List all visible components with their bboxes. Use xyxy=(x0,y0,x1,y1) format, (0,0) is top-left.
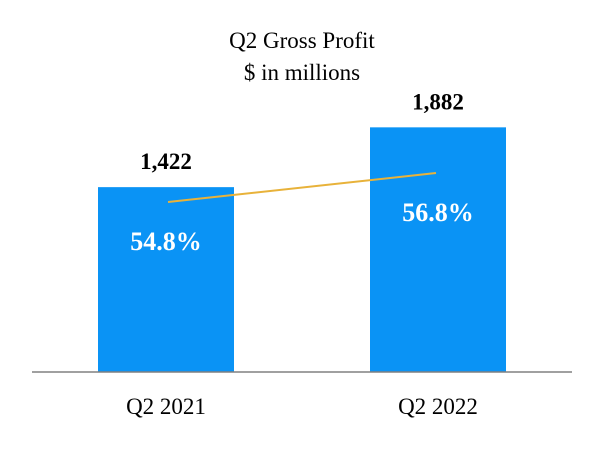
bar-value-label: 1,422 xyxy=(140,149,192,174)
bar-q2-2021 xyxy=(98,187,234,372)
x-tick-label: Q2 2021 xyxy=(126,394,206,419)
chart-title: Q2 Gross Profit xyxy=(229,28,375,53)
gross-margin-label: 56.8% xyxy=(402,198,474,227)
x-tick-label: Q2 2022 xyxy=(398,394,478,419)
labels-layer: 1,422 Q2 2021 1,882 Q2 2022 54.8% 56.8% xyxy=(126,89,478,419)
gross-margin-line xyxy=(167,172,437,203)
bars-layer xyxy=(98,127,506,372)
chart-subtitle: $ in millions xyxy=(244,60,360,85)
bar-value-label: 1,882 xyxy=(412,89,464,114)
gross-margin-label: 54.8% xyxy=(130,227,202,256)
margin-line-layer xyxy=(167,172,437,203)
bar-q2-2022 xyxy=(370,127,506,372)
